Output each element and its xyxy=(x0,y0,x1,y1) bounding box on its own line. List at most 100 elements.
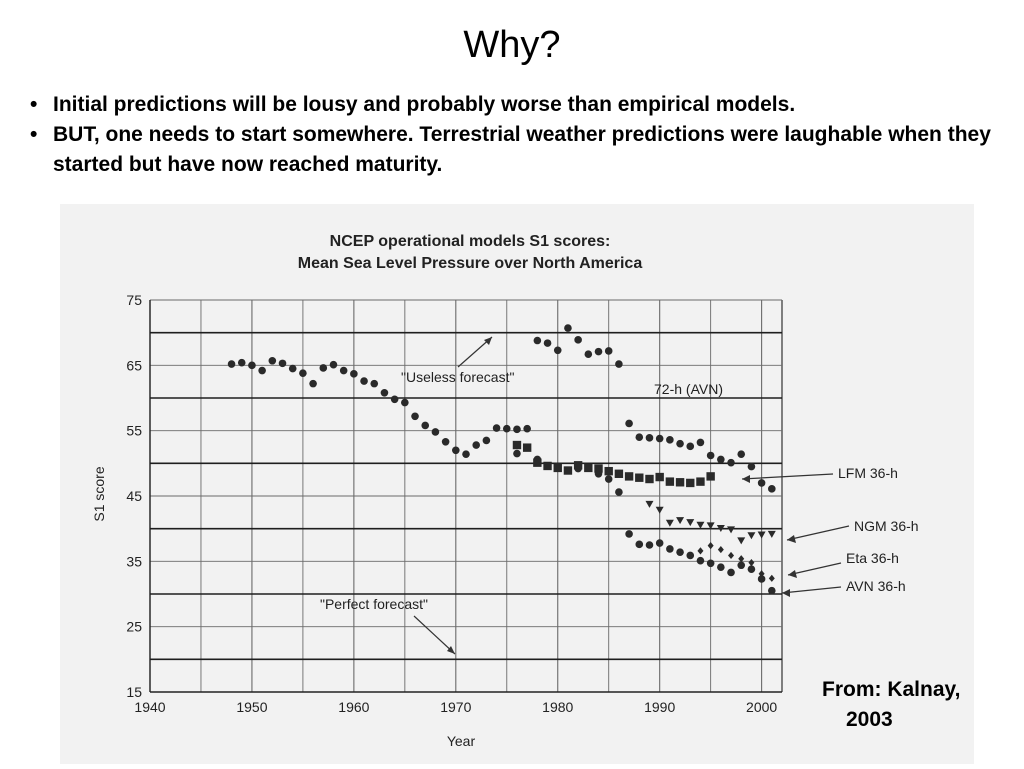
data-point-circle xyxy=(258,366,266,375)
data-point-square xyxy=(696,477,705,486)
data-point-circle xyxy=(533,336,542,345)
data-point-circle xyxy=(278,359,287,368)
data-point-circle xyxy=(645,434,654,442)
lfm-36h-arrow xyxy=(741,473,834,480)
data-point-circle xyxy=(513,425,521,434)
data-point-circle xyxy=(666,436,674,444)
x-tick-label: 1940 xyxy=(134,699,165,715)
chart-subtitle: Mean Sea Level Pressure over North Ameri… xyxy=(298,255,643,272)
eta-36h-arrow xyxy=(787,562,842,576)
x-axis-label: Year xyxy=(447,733,476,749)
y-axis-label: S1 score xyxy=(91,466,107,521)
data-point-circle xyxy=(696,556,705,565)
data-point-triangle xyxy=(706,522,715,530)
y-tick-label: 65 xyxy=(126,357,142,373)
data-point-triangle xyxy=(676,517,685,525)
data-point-square xyxy=(604,466,613,476)
data-point-square xyxy=(635,473,644,482)
data-point-circle xyxy=(655,539,664,547)
data-point-circle xyxy=(411,412,419,421)
data-point-circle xyxy=(502,424,511,433)
y-tick-label: 45 xyxy=(126,488,142,504)
data-point-circle xyxy=(625,419,633,428)
data-point-diamond xyxy=(707,542,714,550)
data-point-circle xyxy=(564,324,572,332)
data-point-circle xyxy=(594,347,603,356)
ngm-36h-arrowhead xyxy=(787,535,796,543)
data-point-circle xyxy=(452,446,460,455)
data-point-circle xyxy=(513,449,521,458)
avn-36h-label: AVN 36-h xyxy=(846,578,906,594)
bullet-item: • BUT, one needs to start somewhere. Ter… xyxy=(26,120,1001,180)
useless-forecast-label: "Useless forecast" xyxy=(401,369,514,385)
data-point-diamond xyxy=(738,555,745,563)
reference-lines xyxy=(150,331,782,661)
data-point-triangle xyxy=(645,500,654,508)
data-point-circle xyxy=(268,356,277,365)
data-point-circle xyxy=(757,575,766,583)
avn-36h-arrowhead xyxy=(782,589,790,597)
data-point-circle xyxy=(727,458,735,467)
ngm-36h-label: NGM 36-h xyxy=(854,518,919,534)
data-point-circle xyxy=(319,364,328,372)
bullet-list: • Initial predictions will be lousy and … xyxy=(26,90,1001,180)
data-point-circle xyxy=(747,565,756,573)
data-point-triangle xyxy=(737,537,746,545)
data-point-circle xyxy=(441,437,450,446)
data-point-circle xyxy=(533,455,542,464)
data-point-diamond xyxy=(758,570,765,578)
data-point-square xyxy=(706,472,715,481)
data-point-circle xyxy=(370,379,379,388)
data-point-square xyxy=(522,443,532,452)
data-point-circle xyxy=(227,360,236,368)
x-tick-label: 1970 xyxy=(440,699,471,715)
bullet-dot: • xyxy=(30,123,38,146)
data-point-square xyxy=(686,478,695,488)
data-marks xyxy=(227,324,776,595)
data-point-circle xyxy=(635,433,644,441)
data-point-triangle xyxy=(665,519,674,527)
data-point-circle xyxy=(350,370,358,378)
bullet-item: • Initial predictions will be lousy and … xyxy=(26,90,1001,120)
data-point-circle xyxy=(462,450,470,458)
data-point-square xyxy=(543,461,552,471)
data-point-circle xyxy=(676,548,684,556)
data-point-circle xyxy=(737,561,746,570)
eta-36h-label: Eta 36-h xyxy=(846,550,899,566)
data-point-circle xyxy=(635,540,644,549)
data-point-square xyxy=(512,440,522,450)
data-point-circle xyxy=(686,442,695,451)
data-point-circle xyxy=(615,488,623,496)
chart-area: NCEP operational models S1 scores: Mean … xyxy=(60,204,974,764)
chart-title: NCEP operational models S1 scores: xyxy=(330,233,611,250)
data-point-triangle xyxy=(686,519,695,527)
data-point-circle xyxy=(482,436,491,445)
data-point-circle xyxy=(645,541,654,549)
data-point-circle xyxy=(706,559,715,568)
x-tick-label: 1990 xyxy=(644,699,675,715)
data-point-circle xyxy=(768,485,776,493)
data-point-circle xyxy=(717,455,725,464)
bullet-dot: • xyxy=(30,93,38,116)
data-point-triangle xyxy=(655,506,664,514)
data-point-circle xyxy=(625,530,633,538)
data-point-triangle xyxy=(727,526,736,534)
data-point-circle xyxy=(717,563,725,572)
data-point-diamond xyxy=(717,545,724,554)
perfect-forecast-arrowhead xyxy=(447,646,455,654)
y-tick-label: 15 xyxy=(126,684,142,700)
data-point-diamond xyxy=(728,551,735,560)
citation-line-2: 2003 xyxy=(846,708,893,731)
y-tick-label: 75 xyxy=(126,292,142,308)
data-point-circle xyxy=(594,469,603,478)
data-point-diamond xyxy=(768,574,775,582)
data-point-square xyxy=(614,469,624,478)
data-point-circle xyxy=(757,479,766,487)
data-point-triangle xyxy=(757,531,766,539)
ncep-s1-score-chart: NCEP operational models S1 scores: Mean … xyxy=(91,233,919,749)
data-point-circle xyxy=(543,339,552,347)
data-point-circle xyxy=(584,350,593,359)
x-tick-label: 1950 xyxy=(236,699,267,715)
data-point-triangle xyxy=(696,521,705,529)
data-point-circle xyxy=(523,424,531,433)
